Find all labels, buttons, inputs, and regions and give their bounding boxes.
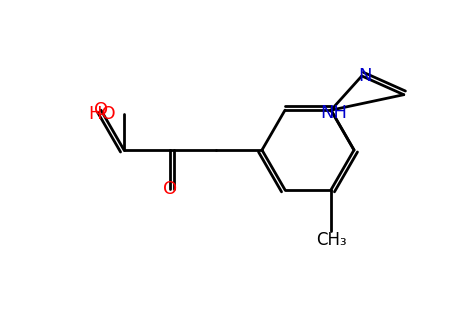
Text: O: O bbox=[163, 180, 177, 198]
Text: O: O bbox=[94, 101, 108, 119]
Text: NH: NH bbox=[321, 104, 347, 122]
Text: HO: HO bbox=[88, 105, 116, 123]
Text: CH₃: CH₃ bbox=[316, 231, 346, 249]
Text: N: N bbox=[358, 67, 371, 85]
